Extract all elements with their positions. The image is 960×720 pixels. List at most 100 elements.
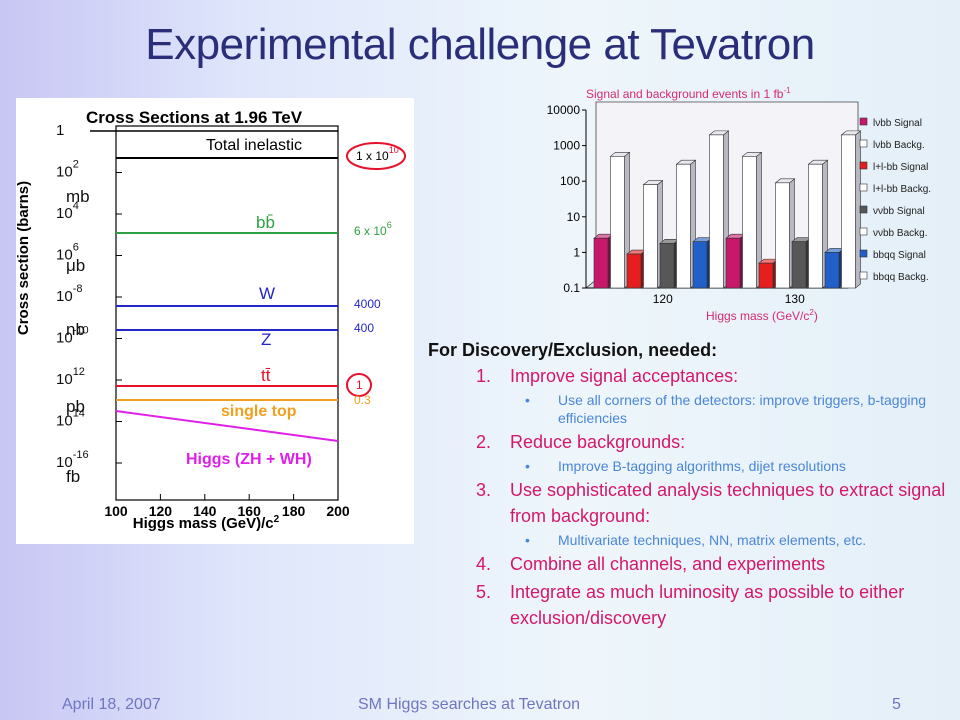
- y-tick-base: 10: [56, 164, 73, 181]
- bar-x-tick-label: 130: [785, 292, 805, 306]
- bar: [659, 243, 675, 289]
- process-label: Z: [261, 330, 271, 349]
- process-value: 400: [354, 321, 374, 335]
- y-tick-label: 10-16: [56, 449, 89, 471]
- bullet-dot: •: [525, 392, 530, 408]
- list-item-text: Combine all channels, and experiments: [510, 554, 826, 574]
- bar-y-tick-label: 1000: [553, 139, 580, 153]
- process-value-base: 400: [354, 321, 374, 335]
- y-tick-label: 10-10: [56, 325, 89, 347]
- unit-label: fb: [66, 467, 80, 486]
- list-item: 1. Improve signal acceptances:: [428, 363, 948, 389]
- y-tick-label: 1: [56, 122, 64, 139]
- list-subitem-text: Use all corners of the detectors: improv…: [558, 392, 927, 426]
- x-tick-label: 140: [193, 503, 217, 519]
- bar-x-ticks: 120 130: [653, 292, 805, 306]
- legend-swatch: [859, 183, 868, 192]
- y-tick-exponent: 6: [73, 242, 79, 254]
- x-tick-label: 180: [282, 503, 306, 519]
- process-value-base: 4000: [354, 297, 381, 311]
- legend-swatch: [859, 227, 868, 236]
- cross-section-axes: [115, 125, 339, 501]
- list-item-number: 2.: [476, 432, 492, 452]
- y-tick-label: 1014: [56, 408, 85, 430]
- list-item-text: Improve signal acceptances:: [510, 366, 739, 386]
- legend-swatch: [859, 249, 868, 258]
- process-value: 0.3: [354, 393, 371, 407]
- legend-label: bbqq Signal: [873, 250, 926, 261]
- bar-y-ticks: 0.1 1 10 100 1000 10000: [547, 103, 586, 295]
- bar: [742, 156, 757, 289]
- bar: [610, 156, 625, 289]
- highlight-circle: [346, 373, 372, 397]
- legend-label: lνbb Backg.: [873, 140, 925, 151]
- process-value: 4000: [354, 297, 381, 311]
- requirements-list: 1. Improve signal acceptances: • Use all co…: [428, 363, 948, 631]
- x-tick-label: 120: [149, 503, 173, 519]
- plot-frame: [115, 125, 339, 501]
- bar: [791, 241, 807, 289]
- x-tick-label: 200: [326, 503, 350, 519]
- list-item: 5. Integrate as much luminosity as possib…: [428, 579, 948, 631]
- bar: [824, 252, 840, 289]
- process-value-base: 6 x 10: [354, 224, 387, 238]
- list-item-text: Integrate as much luminosity as possible…: [510, 582, 905, 628]
- text-content: For Discovery/Exclusion, needed: 1. Impro…: [428, 340, 948, 631]
- y-tick-exponent: -16: [73, 449, 89, 461]
- cross-section-panel: [16, 98, 414, 544]
- legend-swatch: [859, 139, 868, 148]
- footer-title: SM Higgs searches at Tevatron: [358, 696, 581, 713]
- y-tick-label: 102: [56, 159, 79, 181]
- process-value-base: 1: [356, 378, 363, 392]
- list-item: 4. Combine all channels, and experiments: [428, 551, 948, 577]
- process-label: single top: [221, 403, 297, 420]
- process-label: Higgs (ZH + WH): [186, 451, 312, 468]
- legend-label: ννbb Backg.: [873, 228, 927, 239]
- y-tick-base: 10: [56, 330, 73, 347]
- list-subitem: • Multivariate techniques, NN, matrix ele…: [428, 531, 948, 549]
- y-tick-base: 10: [56, 413, 73, 430]
- list-subitem: • Improve B-tagging algorithms, dijet res…: [428, 457, 948, 475]
- x-tick-labels: 100 120 140 160 180 200: [104, 503, 350, 519]
- y-tick-exponent: -10: [73, 325, 89, 337]
- bar: [676, 163, 691, 289]
- process-label: tt̄: [261, 366, 271, 385]
- list-subitem-text: Improve B-tagging algorithms, dijet reso…: [558, 458, 846, 474]
- list-item-number: 5.: [476, 582, 492, 602]
- slide-title: Experimental challenge at Tevatron: [145, 20, 815, 69]
- cross-section-title: Cross Sections at 1.96 TeV: [86, 108, 303, 127]
- x-tick-label: 100: [104, 503, 128, 519]
- legend-label: bbqq Backg.: [873, 272, 929, 283]
- cross-section-chart: Cross Sections at 1.96 TeV 110210410610-…: [16, 108, 406, 532]
- list-item-number: 4.: [476, 554, 492, 574]
- bar: [692, 241, 708, 289]
- y-tick-exponent: -8: [73, 283, 83, 295]
- list-item-number: 1.: [476, 366, 492, 386]
- process-label: W: [259, 284, 275, 303]
- page-number: 5: [892, 696, 901, 713]
- process-lines: Total inelastic 1 x 1010 bb̄ 6 x 106 W 4000 Z 4…: [115, 137, 406, 468]
- bullet-dot: •: [525, 532, 530, 548]
- process-value-base: 1 x 10: [356, 149, 389, 163]
- y-tick-exponent: 4: [73, 200, 79, 212]
- unit-label: nb: [66, 320, 85, 339]
- unit-labels: mb μb nb pb fb: [66, 187, 90, 486]
- bar-x-tick-label: 120: [653, 292, 673, 306]
- unit-label: μb: [66, 256, 85, 275]
- bar: [775, 182, 790, 289]
- bullet-dot: •: [525, 458, 530, 474]
- bar-chart-xlabel: Higgs mass (GeV/c2): [706, 308, 818, 323]
- bar-series: [593, 130, 862, 289]
- bar-y-tick-label: 100: [560, 174, 580, 188]
- footer-date: April 18, 2007: [62, 696, 161, 713]
- list-subitem-text: Multivariate techniques, NN, matrix elem…: [558, 532, 867, 548]
- y-tick-base: 10: [56, 288, 73, 305]
- bar-y-tick-label: 10000: [547, 103, 581, 117]
- legend-label: ννbb Signal: [873, 206, 925, 217]
- process-label: bb̄: [256, 213, 275, 232]
- y-tick-base: 10: [56, 371, 73, 388]
- process-value-exponent: 10: [389, 145, 399, 155]
- list-item-number: 3.: [476, 480, 492, 500]
